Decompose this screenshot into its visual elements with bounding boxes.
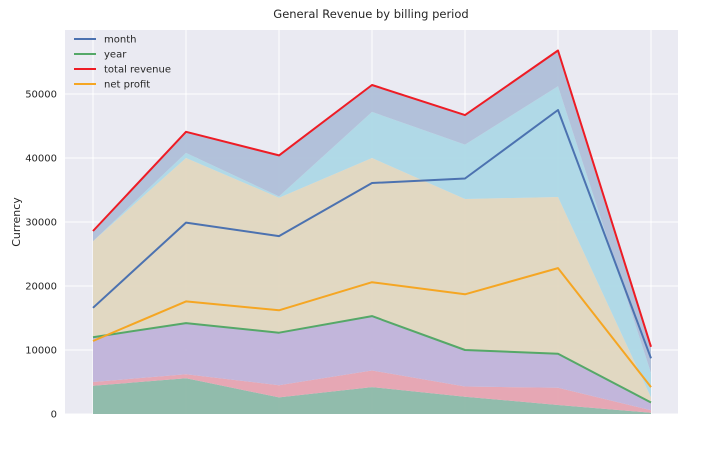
legend: month year total revenue net profit [74, 35, 171, 91]
y-tick-label: 10000 [25, 346, 57, 357]
y-tick-label: 20000 [25, 282, 57, 293]
y-tick-label: 40000 [25, 154, 57, 165]
legend-label: month [104, 35, 136, 46]
series-lines [92, 49, 652, 404]
y-tick-label: 30000 [25, 218, 57, 229]
legend-label: total revenue [104, 65, 171, 76]
y-tick-label: 0 [51, 410, 57, 421]
area-fill-layer-1 [93, 378, 651, 414]
series-line-month [92, 109, 652, 359]
area-fills [93, 50, 651, 414]
y-axis-label: Currency [10, 197, 23, 247]
area-fill-layer-5 [93, 86, 651, 398]
legend-label: year [104, 50, 127, 61]
series-line-year [92, 315, 652, 404]
series-line-total-revenue [92, 49, 652, 348]
series-line-net-profit [92, 267, 652, 388]
chart-title: General Revenue by billing period [273, 7, 468, 21]
legend-label: net profit [104, 80, 150, 91]
area-fill-layer-3 [93, 316, 651, 411]
y-tick-label: 50000 [25, 90, 57, 101]
area-fill-layer-2 [93, 370, 651, 413]
y-axis-ticks: 0 10000 20000 30000 40000 50000 [25, 90, 57, 421]
area-fill-layer-4 [93, 158, 651, 403]
